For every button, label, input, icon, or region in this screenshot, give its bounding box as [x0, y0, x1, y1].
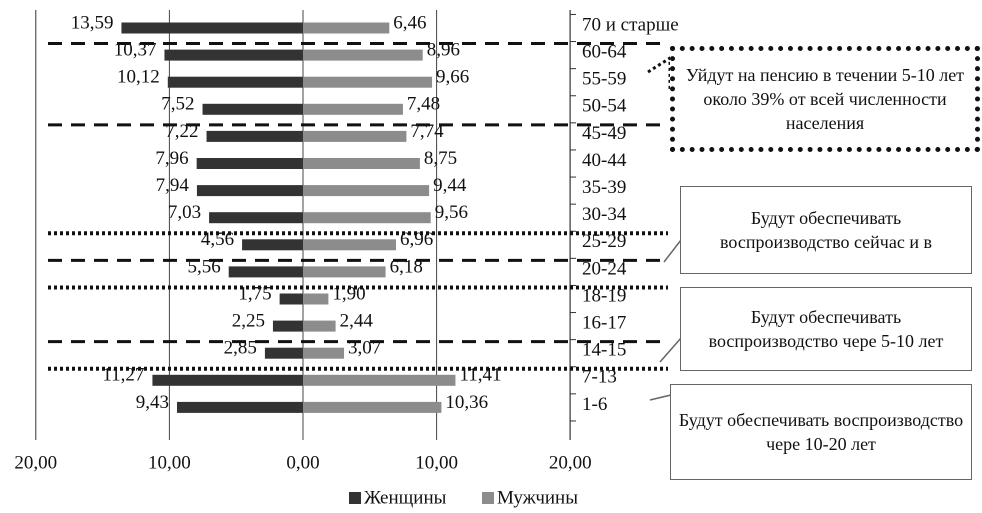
category-label: 14-15 — [582, 340, 626, 361]
bar-women — [177, 401, 303, 413]
bar-men — [303, 76, 433, 88]
x-tick-label: 10,00 — [415, 452, 458, 473]
callout-pointer — [663, 237, 682, 268]
category-label: 16-17 — [582, 312, 626, 333]
x-tick-label: 20,00 — [549, 452, 592, 473]
data-label-men: 9,66 — [436, 67, 469, 88]
callout-retirement-text: Уйдут на пенсию в течении 5-10 лет около… — [685, 65, 965, 133]
bar-men — [303, 401, 442, 413]
data-label-women: 10,12 — [117, 67, 160, 88]
bar-men — [303, 374, 456, 386]
x-tick-label: 0,00 — [286, 452, 319, 473]
data-label-women: 7,52 — [161, 94, 194, 115]
bar-men — [303, 185, 430, 197]
bar-men — [303, 293, 329, 305]
data-label-men: 8,75 — [424, 148, 457, 169]
bar-women — [264, 347, 303, 359]
data-label-women: 4,56 — [201, 229, 234, 250]
callout-reproduction-5-10: Будут обеспечивать воспроизводство чере … — [680, 287, 972, 371]
data-label-women: 7,03 — [168, 202, 201, 223]
bar-women — [196, 158, 303, 169]
bar-women — [272, 320, 303, 332]
data-label-men: 7,48 — [407, 94, 440, 115]
bar-women — [242, 239, 303, 251]
data-label-men: 9,56 — [435, 202, 468, 223]
callout-reproduction-now-text: Будут обеспечивать воспроизводство сейча… — [720, 208, 932, 252]
category-label: 1-6 — [582, 394, 607, 415]
bar-men — [303, 320, 336, 332]
category-label: 45-49 — [582, 123, 626, 144]
category-label: 30-34 — [582, 204, 627, 225]
data-label-women: 7,96 — [155, 148, 188, 169]
callout-reproduction-10-20: Будут обеспечивать воспроизводство чере … — [670, 384, 972, 480]
category-label: 50-54 — [582, 96, 627, 117]
data-label-men: 1,90 — [332, 283, 365, 304]
category-label: 25-29 — [582, 231, 626, 252]
bar-men — [303, 130, 407, 142]
bar-women — [209, 212, 303, 224]
callout-retirement: Уйдут на пенсию в течении 5-10 лет около… — [670, 46, 980, 152]
category-label: 60-64 — [582, 41, 627, 62]
bar-women — [167, 76, 303, 88]
bar-women — [196, 185, 303, 197]
data-label-women: 7,94 — [156, 175, 190, 196]
bar-men — [303, 158, 420, 169]
bar-men — [303, 49, 423, 61]
bar-men — [303, 22, 390, 34]
category-label: 55-59 — [582, 69, 626, 90]
callout-pointer — [649, 394, 672, 425]
bar-women — [164, 49, 303, 61]
x-tick-label: 10,00 — [148, 452, 191, 473]
callout-reproduction-10-20-text: Будут обеспечивать воспроизводство чере … — [678, 410, 964, 454]
callout-pointer — [659, 336, 682, 364]
category-label: 20-24 — [582, 258, 627, 279]
bar-women — [206, 130, 303, 142]
legend-swatch-men — [482, 492, 494, 504]
callout-reproduction-5-10-text: Будут обеспечивать воспроизводство чере … — [708, 307, 944, 351]
data-label-women: 2,25 — [232, 310, 265, 331]
data-label-women: 13,59 — [71, 12, 114, 33]
category-label: 35-39 — [582, 177, 626, 198]
bar-women — [279, 293, 303, 305]
bar-men — [303, 347, 345, 359]
bar-men — [303, 212, 431, 224]
data-label-men: 6,46 — [393, 12, 426, 33]
bar-women — [228, 266, 303, 278]
category-label: 18-19 — [582, 285, 626, 306]
category-label: 70 и старше — [582, 14, 679, 35]
data-label-men: 2,44 — [340, 310, 374, 331]
bar-women — [202, 103, 303, 115]
bar-men — [303, 266, 386, 278]
legend-swatch-women — [349, 492, 361, 504]
bar-women — [152, 374, 303, 386]
x-tick-label: 20,00 — [14, 452, 57, 473]
data-label-men: 9,44 — [433, 175, 467, 196]
data-label-women: 9,43 — [136, 392, 169, 413]
category-label: 7-13 — [582, 367, 617, 388]
data-label-women: 2,85 — [224, 338, 257, 359]
category-label: 40-44 — [582, 150, 627, 171]
data-label-men: 10,36 — [445, 392, 488, 413]
legend-label-men: Мужчины — [497, 487, 578, 508]
bar-men — [303, 239, 396, 251]
callout-reproduction-now: Будут обеспечивать воспроизводство сейча… — [680, 186, 972, 274]
callout-pointer — [647, 55, 672, 90]
bar-women — [121, 22, 304, 34]
bar-men — [303, 103, 403, 115]
legend-label-women: Женщины — [364, 487, 447, 508]
